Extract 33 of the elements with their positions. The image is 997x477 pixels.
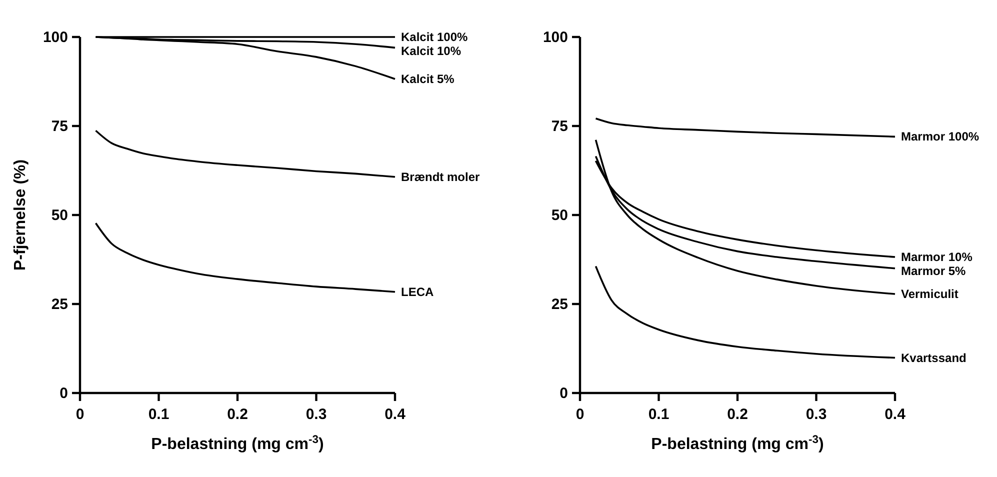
series-label: Marmor 100%	[901, 130, 980, 144]
series-label: Kalcit 5%	[401, 72, 455, 86]
x-tick-label: 0.3	[806, 406, 827, 423]
y-tick-label: 0	[60, 385, 68, 402]
x-tick-label: 0.4	[884, 406, 906, 423]
x-tick-label: 0	[576, 406, 584, 423]
x-tick-label: 0.1	[148, 406, 170, 423]
y-tick-label: 100	[42, 29, 68, 46]
series-label: Vermiculit	[901, 287, 958, 302]
x-tick-label: 0.1	[648, 406, 670, 423]
series-label: Kalcit 100%	[401, 30, 468, 44]
x-tick-label: 0.2	[727, 406, 748, 423]
x-axis-title: P-belastning (mg cm$^{-3}$)	[651, 434, 824, 453]
series-label: Marmor 10%	[901, 250, 973, 264]
y-tick-label: 0	[560, 385, 568, 402]
y-tick-label: 75	[51, 118, 68, 135]
y-tick-label: 50	[551, 207, 568, 224]
y-tick-label: 50	[51, 207, 68, 224]
y-tick-label: 75	[551, 118, 568, 135]
x-tick-label: 0.3	[306, 406, 327, 423]
x-tick-label: 0.2	[227, 406, 248, 423]
x-tick-label: 0	[76, 406, 84, 423]
y-tick-label: 100	[542, 29, 568, 46]
y-axis-title: P-fjernelse (%)	[12, 159, 29, 271]
series-label: Kvartssand	[901, 350, 966, 365]
x-axis-title: P-belastning (mg cm$^{-3}$)	[151, 434, 324, 453]
series-label: Kalcit 10%	[401, 44, 462, 58]
series-label: Marmor 5%	[901, 264, 966, 278]
series-label: Brændt moler	[401, 170, 480, 184]
x-tick-label: 0.4	[384, 406, 406, 423]
series-label: LECA	[401, 284, 434, 299]
y-tick-label: 25	[551, 296, 568, 313]
y-tick-label: 25	[51, 296, 68, 313]
